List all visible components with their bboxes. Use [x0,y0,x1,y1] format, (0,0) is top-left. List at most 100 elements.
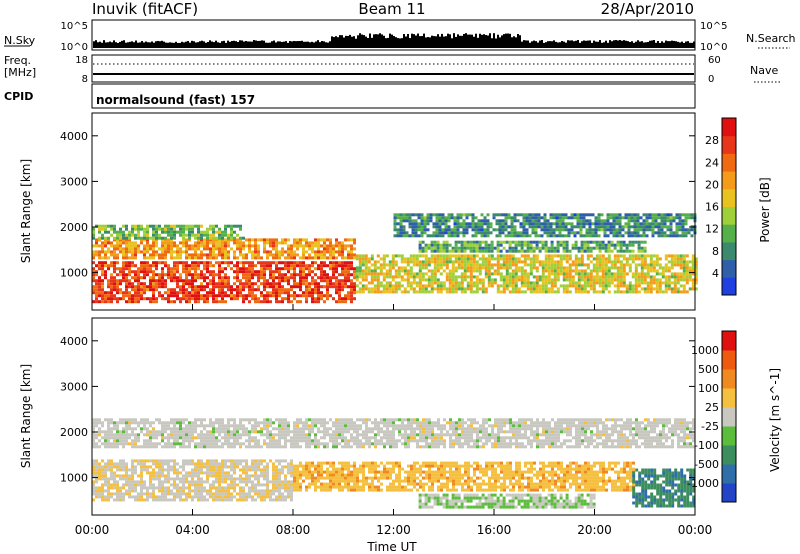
heatmap-cell-0-2 [119,227,122,231]
heatmap-cell-0-0 [281,285,284,289]
heatmap-cell-0-3 [502,260,506,264]
heatmap-cell-1-0 [200,433,203,437]
heatmap-cell-0-5 [501,219,505,223]
heatmap-cell-1-0 [485,436,488,440]
heatmap-cell-0-5 [459,231,463,235]
heatmap-cell-0-5 [555,225,559,229]
heatmap-cell-0-3 [562,257,566,261]
heatmap-cell-1-0 [326,427,329,431]
heatmap-cell-0-2 [158,236,161,240]
nsky-bar [129,41,131,48]
heatmap-cell-0-3 [424,260,428,264]
heatmap-cell-0-1 [239,253,242,257]
heatmap-cell-1-0 [365,424,368,428]
heatmap-cell-1-0 [263,421,266,425]
heatmap-cell-1-0 [332,424,335,428]
heatmap-cell-1-0 [128,427,131,431]
heatmap-cell-1-0 [233,430,236,434]
heatmap-cell-0-3 [610,272,614,276]
heatmap-cell-0-0 [296,294,299,298]
heatmap-cell-0-3 [610,275,614,279]
heatmap-cell-1-0 [107,424,110,428]
heatmap-cell-0-3 [505,269,509,273]
heatmap-cell-0-4 [562,246,566,250]
heatmap-cell-1-0 [275,439,278,443]
heatmap-cell-0-1 [212,241,215,245]
heatmap-cell-0-3 [586,254,590,258]
heatmap-cell-0-3 [613,290,617,294]
heatmap-cell-0-4 [547,249,551,253]
heatmap-cell-0-3 [622,263,626,267]
heatmap-cell-1-0 [284,421,287,425]
heatmap-cell-1-0 [389,421,392,425]
heatmap-cell-1-0 [401,433,404,437]
heatmap-cell-0-2 [92,236,95,240]
heatmap-cell-0-5 [441,219,445,223]
heatmap-cell-0-0 [233,294,236,298]
heatmap-cell-1-0 [203,436,206,440]
heatmap-cell-1-0 [413,436,416,440]
heatmap-cell-0-5 [630,219,634,223]
heatmap-cell-0-0 [353,273,356,277]
heatmap-cell-1-0 [122,433,125,437]
heatmap-cell-0-3 [439,272,443,276]
heatmap-cell-0-4 [553,249,557,253]
heatmap-cell-1-0 [197,445,200,449]
heatmap-cell-0-0 [152,297,155,301]
heatmap-cell-0-1 [341,250,344,254]
heatmap-cell-0-1 [170,250,173,254]
heatmap-cell-0-5 [489,222,493,226]
heatmap-cell-0-3 [361,287,365,291]
nsky-bar [689,42,691,48]
heatmap-cell-0-1 [134,241,137,245]
heatmap-cell-1-0 [200,436,203,440]
heatmap-cell-0-1 [107,256,110,260]
heatmap-cell-0-0 [98,294,101,298]
heatmap-cell-0-3 [646,284,650,288]
heatmap-cell-0-5 [426,222,430,226]
heatmap-cell-0-3 [415,272,419,276]
heatmap-cell-0-0 [305,276,308,280]
heatmap-cell-0-1 [137,247,140,251]
heatmap-cell-1-0 [461,433,464,437]
heatmap-cell-0-5 [408,216,412,220]
heatmap-cell-0-4 [487,243,491,247]
heatmap-cell-0-3 [550,290,554,294]
heatmap-cell-0-3 [583,272,587,276]
heatmap-cell-1-0 [194,442,197,446]
heatmap-cell-0-5 [522,222,526,226]
nsky-bar [453,33,455,48]
heatmap-cell-1-0 [473,427,476,431]
heatmap-cell-0-0 [326,294,329,298]
nsky-bar [475,33,477,48]
heatmap-cell-0-1 [164,238,167,242]
heatmap-cell-0-5 [429,216,433,220]
heatmap-cell-0-1 [248,241,251,245]
heatmap-cell-0-5 [585,219,589,223]
heatmap-cell-0-0 [260,294,263,298]
heatmap-cell-1-0 [302,424,305,428]
heatmap-cell-0-5 [420,216,424,220]
heatmap-cell-0-3 [577,281,581,285]
heatmap-cell-1-0 [356,436,359,440]
heatmap-cell-0-0 [278,294,281,298]
heatmap-cell-1-0 [305,427,308,431]
heatmap-cell-0-0 [185,297,188,301]
heatmap-cell-0-1 [293,253,296,257]
heatmap-cell-0-5 [414,219,418,223]
heatmap-cell-0-3 [496,290,500,294]
heatmap-cell-0-3 [373,278,377,282]
heatmap-cell-0-0 [137,276,140,280]
heatmap-cell-0-3 [598,263,602,267]
nsearch-tick-bottom: 10^0 [700,42,727,53]
heatmap-cell-0-5 [660,222,664,226]
heatmap-cell-0-5 [426,216,430,220]
heatmap-cell-0-3 [661,290,665,294]
heatmap-cell-0-5 [549,228,553,232]
heatmap-cell-0-0 [104,270,107,274]
heatmap-cell-0-1 [296,253,299,257]
heatmap-cell-0-3 [502,290,506,294]
nsky-bar [557,42,559,48]
heatmap-cell-0-3 [580,254,584,258]
heatmap-cell-1-0 [296,433,299,437]
